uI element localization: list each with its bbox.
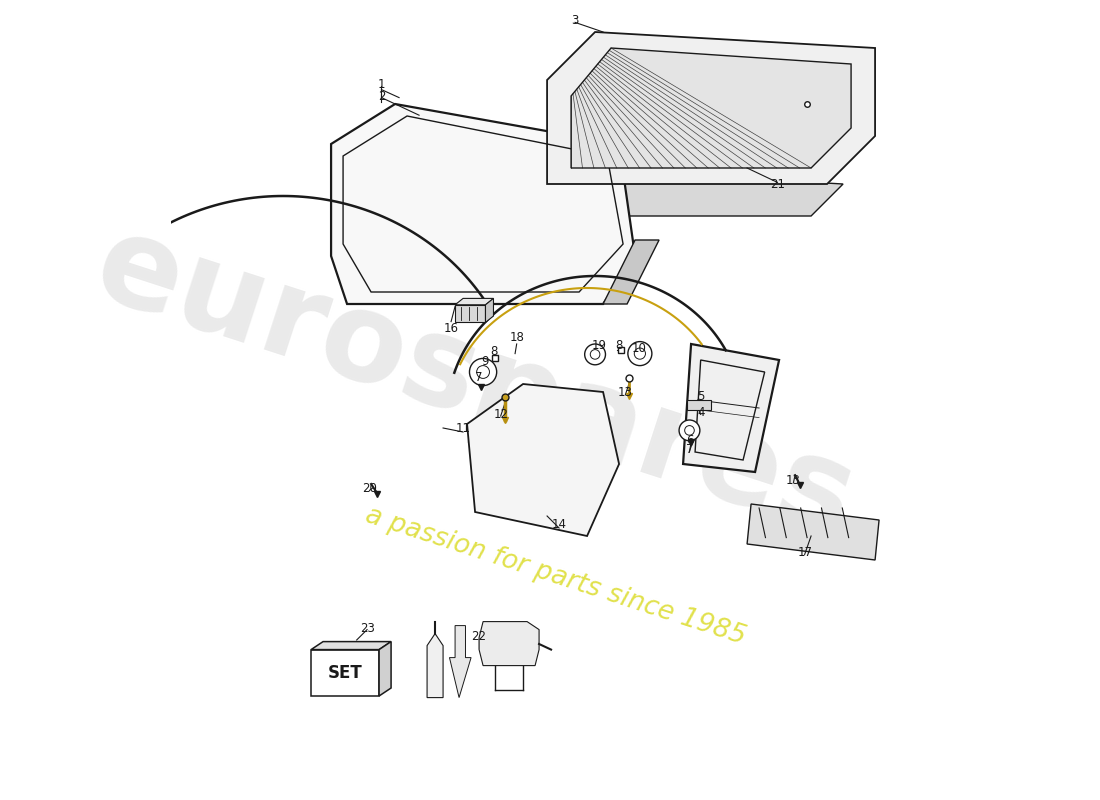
Polygon shape bbox=[485, 298, 494, 322]
Polygon shape bbox=[379, 642, 392, 696]
Polygon shape bbox=[603, 240, 659, 304]
Text: 1: 1 bbox=[377, 78, 385, 90]
Text: 8: 8 bbox=[615, 339, 623, 352]
Polygon shape bbox=[468, 384, 619, 536]
Text: 17: 17 bbox=[798, 546, 812, 558]
Polygon shape bbox=[571, 48, 851, 168]
Text: 10: 10 bbox=[631, 342, 647, 354]
Polygon shape bbox=[455, 298, 494, 305]
Polygon shape bbox=[547, 32, 876, 184]
Polygon shape bbox=[688, 400, 711, 410]
Text: a passion for parts since 1985: a passion for parts since 1985 bbox=[362, 502, 748, 650]
Text: eurospares: eurospares bbox=[80, 204, 870, 564]
Text: SET: SET bbox=[328, 664, 363, 682]
Polygon shape bbox=[455, 305, 485, 322]
Text: 13: 13 bbox=[786, 474, 801, 486]
Circle shape bbox=[628, 342, 652, 366]
Text: 9: 9 bbox=[482, 355, 490, 368]
Text: 19: 19 bbox=[592, 339, 606, 352]
Text: 13: 13 bbox=[618, 386, 632, 398]
Text: 2: 2 bbox=[377, 90, 385, 102]
Text: 7: 7 bbox=[685, 443, 693, 456]
Text: 11: 11 bbox=[455, 422, 471, 434]
Text: 12: 12 bbox=[493, 408, 508, 421]
Text: 23: 23 bbox=[360, 622, 374, 634]
Text: 18: 18 bbox=[509, 331, 524, 344]
Polygon shape bbox=[683, 344, 779, 472]
Polygon shape bbox=[311, 650, 379, 696]
Text: 20: 20 bbox=[362, 482, 377, 494]
Circle shape bbox=[585, 344, 605, 365]
Text: 3: 3 bbox=[571, 14, 579, 26]
Text: 21: 21 bbox=[770, 178, 785, 190]
Text: 5: 5 bbox=[697, 390, 704, 402]
Text: 8: 8 bbox=[490, 346, 497, 358]
Polygon shape bbox=[747, 504, 879, 560]
Polygon shape bbox=[480, 622, 539, 666]
Circle shape bbox=[470, 358, 497, 386]
Circle shape bbox=[679, 420, 700, 441]
Text: 6: 6 bbox=[685, 434, 693, 446]
Text: 22: 22 bbox=[472, 630, 486, 642]
Polygon shape bbox=[427, 634, 443, 698]
Polygon shape bbox=[311, 642, 392, 650]
Text: 4: 4 bbox=[697, 406, 704, 418]
Text: 14: 14 bbox=[551, 518, 566, 530]
Polygon shape bbox=[331, 104, 635, 304]
Polygon shape bbox=[450, 626, 471, 698]
Text: 16: 16 bbox=[443, 322, 459, 334]
Polygon shape bbox=[531, 168, 843, 216]
Text: 7: 7 bbox=[475, 371, 483, 384]
